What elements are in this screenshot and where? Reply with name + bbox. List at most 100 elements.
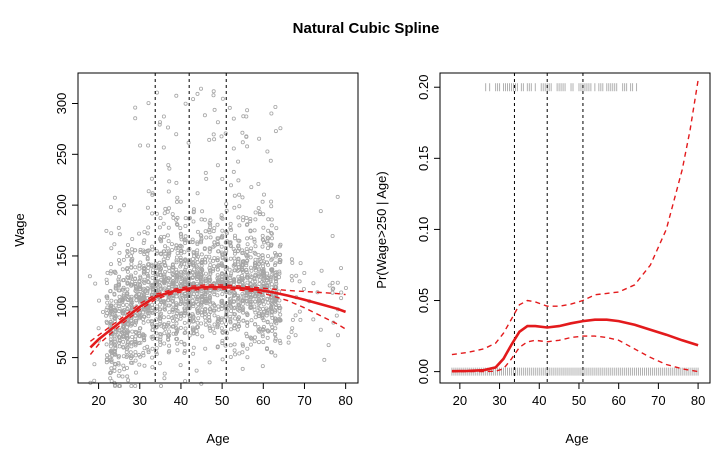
data-point: [273, 338, 278, 343]
data-point: [248, 265, 253, 270]
data-point: [269, 230, 274, 235]
data-point: [163, 326, 168, 331]
data-point: [159, 252, 164, 257]
data-point: [161, 114, 166, 119]
data-point: [199, 252, 204, 257]
data-point: [142, 337, 147, 342]
data-point: [158, 284, 163, 289]
data-point: [194, 273, 199, 278]
data-point: [191, 331, 196, 336]
data-point: [272, 262, 277, 267]
data-point: [117, 306, 122, 311]
data-point: [121, 257, 126, 262]
data-point: [228, 225, 233, 230]
data-point: [256, 206, 261, 211]
data-point: [202, 217, 207, 222]
data-point: [223, 131, 228, 136]
data-point: [260, 299, 265, 304]
data-point: [105, 270, 110, 275]
data-point: [170, 324, 175, 329]
data-point: [150, 306, 155, 311]
data-point: [108, 269, 113, 274]
data-point: [109, 348, 114, 353]
data-point: [183, 278, 188, 283]
data-point: [133, 270, 138, 275]
data-point: [162, 331, 167, 336]
data-point: [240, 251, 245, 256]
data-point: [112, 368, 117, 373]
data-point: [223, 251, 228, 256]
data-point: [269, 350, 274, 355]
data-point: [92, 378, 97, 383]
data-point: [128, 276, 133, 281]
data-point: [198, 277, 203, 282]
data-point: [220, 341, 225, 346]
data-point: [220, 292, 225, 297]
data-point: [104, 342, 109, 347]
data-point: [146, 314, 151, 319]
data-point: [278, 317, 283, 322]
data-point: [178, 316, 183, 321]
data-point: [208, 222, 213, 227]
data-point: [272, 299, 277, 304]
data-point: [240, 291, 245, 296]
data-point: [154, 346, 159, 351]
data-point: [141, 248, 146, 253]
data-point: [145, 205, 150, 210]
data-point: [274, 226, 279, 231]
data-point: [273, 129, 278, 134]
data-point: [174, 301, 179, 306]
data-point: [265, 297, 270, 302]
data-point: [125, 365, 130, 370]
data-point: [113, 345, 118, 350]
fit-curves: [451, 79, 699, 373]
data-point: [220, 357, 225, 362]
data-point: [138, 340, 143, 345]
data-point: [174, 255, 179, 260]
data-point: [129, 354, 134, 359]
data-point: [269, 242, 274, 247]
data-point: [174, 305, 179, 310]
data-point: [244, 222, 249, 227]
data-point: [269, 111, 274, 116]
data-point: [133, 283, 138, 288]
data-point: [266, 329, 271, 334]
data-point: [237, 308, 242, 313]
data-point: [244, 267, 249, 272]
data-point: [223, 303, 228, 308]
data-point: [231, 169, 236, 174]
data-point: [174, 307, 179, 312]
data-point: [194, 271, 199, 276]
data-point: [154, 263, 159, 268]
data-point: [187, 215, 192, 220]
x-tick-label: 20: [453, 393, 467, 408]
data-point: [170, 272, 175, 277]
data-point: [298, 261, 303, 266]
data-point: [121, 277, 126, 282]
data-point: [122, 203, 127, 208]
data-point: [232, 233, 237, 238]
data-point: [178, 262, 183, 267]
data-point: [112, 195, 117, 200]
data-point: [311, 317, 316, 322]
data-point: [125, 306, 130, 311]
data-point: [339, 290, 344, 295]
data-point: [141, 290, 146, 295]
data-point: [104, 277, 109, 282]
data-point: [241, 276, 246, 281]
data-point: [257, 210, 262, 215]
data-point: [150, 322, 155, 327]
data-point: [191, 97, 196, 102]
data-point: [174, 294, 179, 299]
data-point: [174, 132, 179, 137]
data-point: [228, 275, 233, 280]
data-point: [155, 272, 160, 277]
data-point: [130, 334, 135, 339]
data-point: [261, 267, 266, 272]
data-point: [195, 229, 200, 234]
data-point: [237, 238, 242, 243]
data-point: [158, 334, 163, 339]
knot-lines: [154, 73, 227, 383]
data-point: [244, 215, 249, 220]
data-point: [128, 356, 133, 361]
